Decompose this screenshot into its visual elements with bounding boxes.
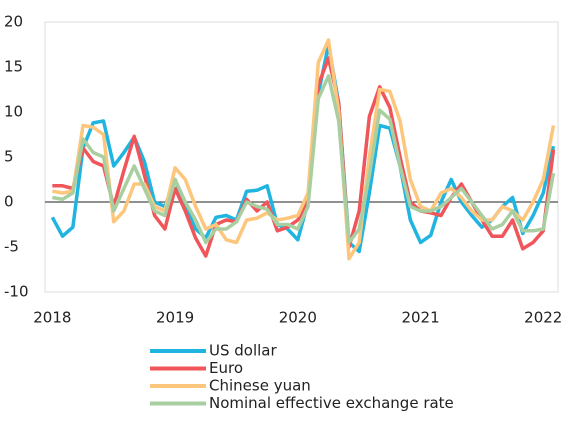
x-tick-label: 2018 xyxy=(33,309,71,327)
legend-label: Euro xyxy=(209,359,243,377)
y-tick-label: -5 xyxy=(4,238,19,256)
x-tick-label: 2021 xyxy=(401,309,439,327)
y-tick-label: 10 xyxy=(4,103,23,121)
y-tick-label: 20 xyxy=(4,13,23,31)
x-tick-label: 2020 xyxy=(279,309,317,327)
series-line xyxy=(52,38,556,261)
legend-label: Nominal effective exchange rate xyxy=(209,394,454,412)
series-line xyxy=(52,74,556,245)
x-tick-label: 2022 xyxy=(524,309,562,327)
y-tick-label: 0 xyxy=(4,193,14,211)
x-tick-label: 2019 xyxy=(156,309,194,327)
y-tick-label: -10 xyxy=(4,283,29,301)
y-tick-label: 5 xyxy=(4,148,14,166)
plot-frame xyxy=(44,21,559,293)
legend-label: Chinese yuan xyxy=(209,377,311,395)
y-tick-label: 15 xyxy=(4,58,23,76)
legend-label: US dollar xyxy=(209,342,277,360)
